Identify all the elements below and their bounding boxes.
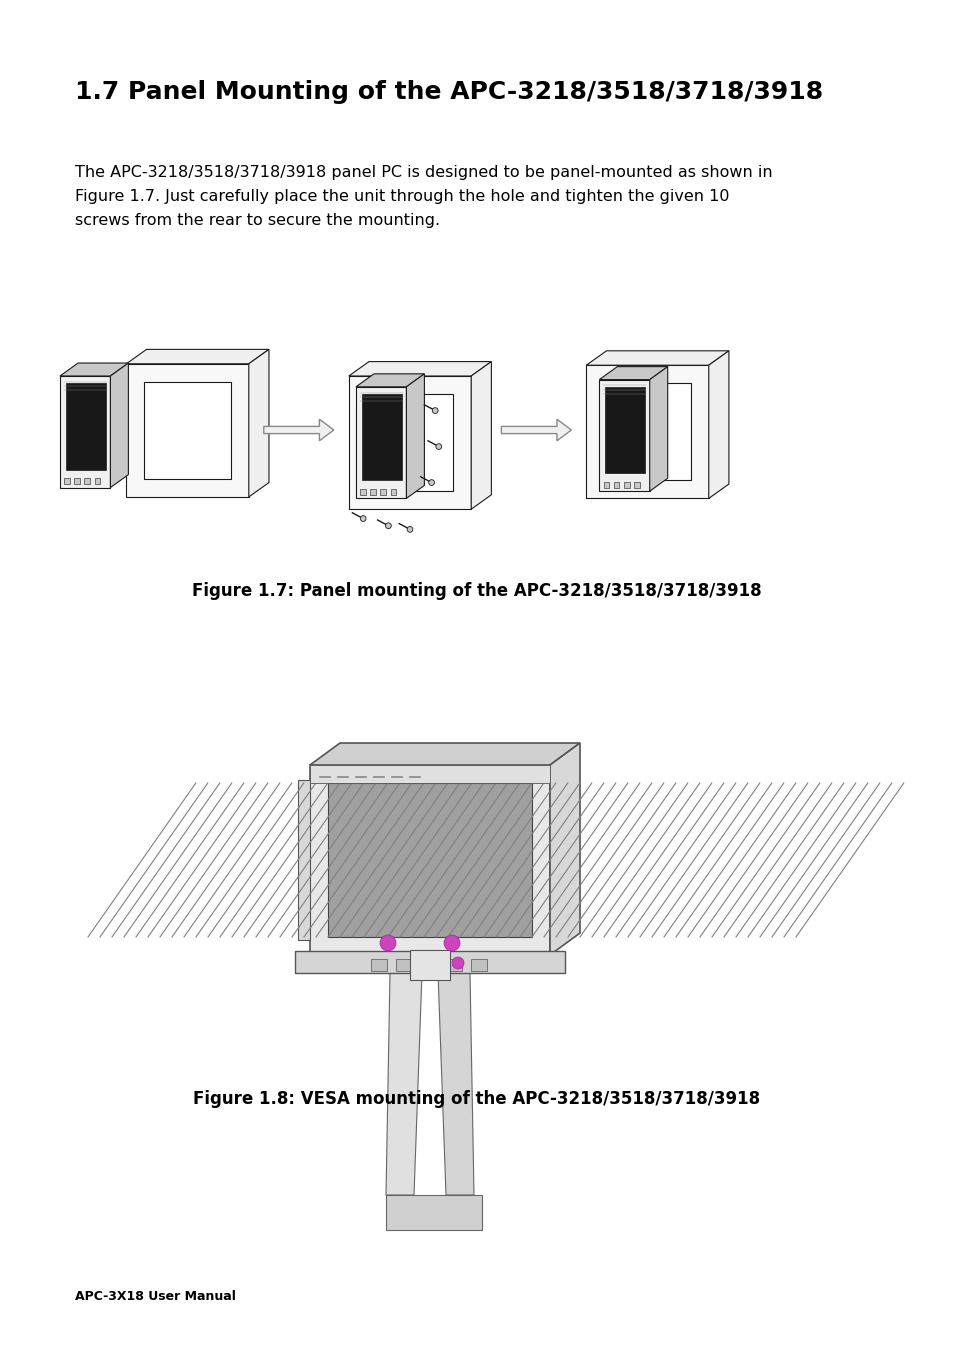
Bar <box>361 394 401 481</box>
Polygon shape <box>598 367 667 379</box>
Polygon shape <box>649 367 667 491</box>
Text: APC-3X18 User Manual: APC-3X18 User Manual <box>75 1291 235 1303</box>
Bar <box>471 958 486 971</box>
Bar <box>64 478 70 485</box>
Circle shape <box>407 526 413 532</box>
Polygon shape <box>349 362 491 377</box>
Bar <box>613 482 618 487</box>
Bar <box>370 489 375 495</box>
Bar <box>386 1195 481 1230</box>
Bar <box>94 478 100 485</box>
Polygon shape <box>437 973 474 1195</box>
Polygon shape <box>310 765 550 954</box>
Polygon shape <box>355 374 424 387</box>
Bar <box>74 478 80 485</box>
Bar <box>66 383 106 470</box>
Polygon shape <box>111 363 129 487</box>
Bar <box>371 958 387 971</box>
Circle shape <box>432 408 437 413</box>
Circle shape <box>360 516 366 521</box>
Bar <box>604 383 690 481</box>
Text: screws from the rear to secure the mounting.: screws from the rear to secure the mount… <box>75 213 439 228</box>
Bar <box>446 958 461 971</box>
Text: Figure 1.7: Panel mounting of the APC-3218/3518/3718/3918: Figure 1.7: Panel mounting of the APC-32… <box>192 582 761 599</box>
Polygon shape <box>586 366 708 498</box>
Polygon shape <box>501 420 571 441</box>
Polygon shape <box>708 351 728 498</box>
Polygon shape <box>386 973 421 1195</box>
Polygon shape <box>126 363 249 497</box>
Bar <box>144 382 231 479</box>
Bar <box>297 780 310 940</box>
Text: Figure 1.8: VESA mounting of the APC-3218/3518/3718/3918: Figure 1.8: VESA mounting of the APC-321… <box>193 1089 760 1108</box>
Circle shape <box>379 936 395 950</box>
Polygon shape <box>406 374 424 498</box>
Polygon shape <box>355 387 406 498</box>
Bar <box>85 478 91 485</box>
Bar <box>395 958 412 971</box>
Bar <box>294 950 564 973</box>
Polygon shape <box>471 362 491 509</box>
Bar <box>410 950 450 980</box>
Bar <box>604 387 645 474</box>
Bar <box>420 958 436 971</box>
Bar <box>380 489 386 495</box>
Polygon shape <box>249 350 269 497</box>
Bar <box>328 783 532 937</box>
Polygon shape <box>60 363 129 377</box>
Circle shape <box>452 957 463 969</box>
Bar <box>366 394 453 491</box>
Circle shape <box>443 936 459 950</box>
Circle shape <box>428 479 434 486</box>
Bar <box>603 482 609 487</box>
Text: 1.7 Panel Mounting of the APC-3218/3518/3718/3918: 1.7 Panel Mounting of the APC-3218/3518/… <box>75 80 822 104</box>
Bar <box>390 489 395 495</box>
Polygon shape <box>264 420 334 441</box>
Polygon shape <box>126 350 269 363</box>
Text: The APC-3218/3518/3718/3918 panel PC is designed to be panel-mounted as shown in: The APC-3218/3518/3718/3918 panel PC is … <box>75 165 772 180</box>
Bar <box>310 765 550 783</box>
Polygon shape <box>550 743 579 954</box>
Polygon shape <box>310 743 579 765</box>
Circle shape <box>385 522 391 529</box>
Polygon shape <box>349 377 471 509</box>
Bar <box>633 482 639 487</box>
Polygon shape <box>586 351 728 366</box>
Circle shape <box>436 444 441 450</box>
Text: Figure 1.7. Just carefully place the unit through the hole and tighten the given: Figure 1.7. Just carefully place the uni… <box>75 189 729 204</box>
Polygon shape <box>60 377 111 487</box>
Bar <box>360 489 366 495</box>
Polygon shape <box>598 379 649 491</box>
Bar <box>623 482 629 487</box>
